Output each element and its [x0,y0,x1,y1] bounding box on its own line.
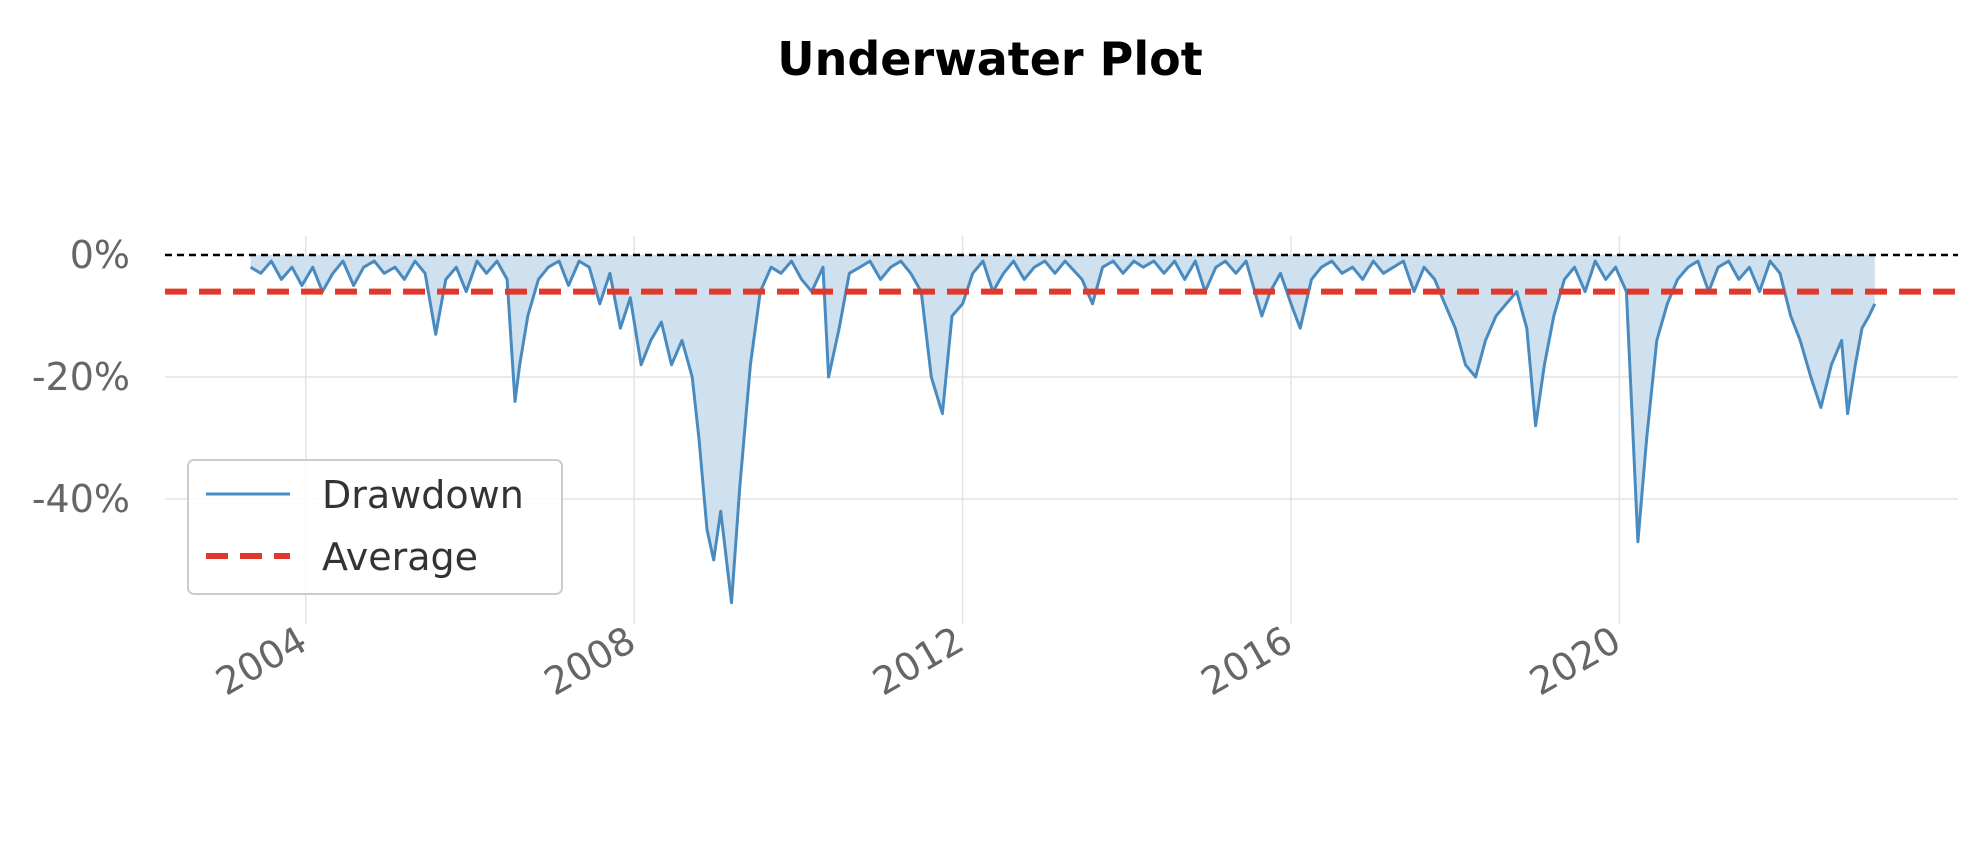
x-tick-label: 2020 [1522,618,1628,704]
x-tick-label: 2004 [208,618,314,704]
drawdown-area [250,255,1875,603]
y-tick-label: -20% [32,355,130,399]
chart-title: Underwater Plot [777,32,1202,86]
x-tick-label: 2016 [1194,618,1300,704]
drawdown-line [249,259,1877,605]
legend-average-label: Average [322,535,478,579]
legend-drawdown-label: Drawdown [322,473,524,517]
legend: Drawdown Average [187,459,563,595]
x-tick-label: 2012 [865,618,971,704]
y-tick-label: -40% [32,477,130,521]
y-axis-ticks: 0% -20% -40% [32,233,130,521]
y-tick-label: 0% [70,233,130,277]
x-tick-label: 2008 [537,618,643,704]
x-axis-ticks: 2004 2008 2012 2016 2020 [208,618,1627,704]
